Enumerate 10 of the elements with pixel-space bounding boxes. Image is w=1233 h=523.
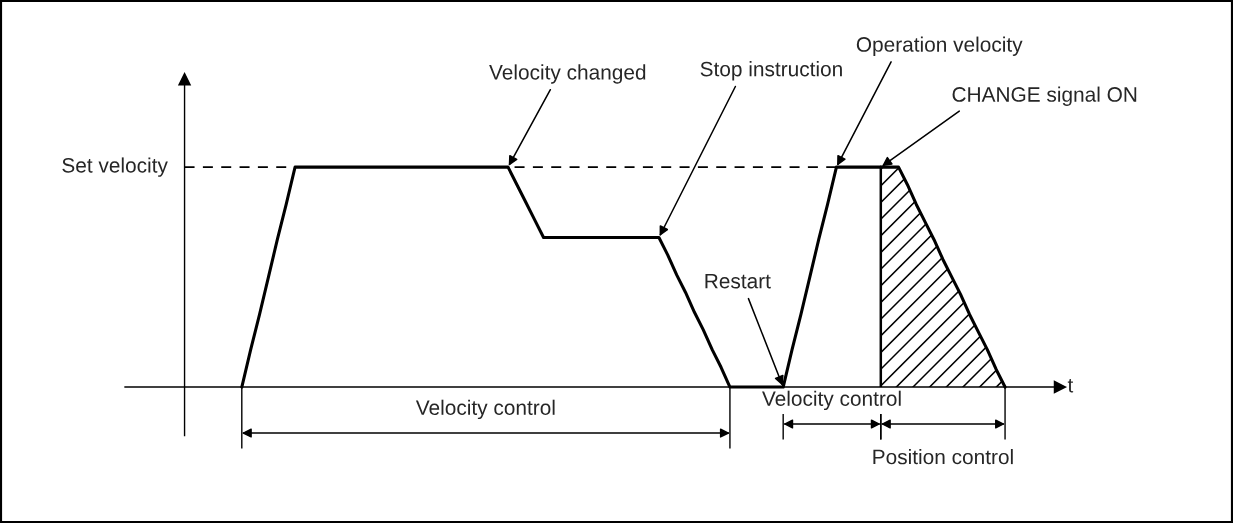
text: Velocity control — [415, 399, 555, 420]
text: Position control — [873, 449, 1013, 465]
x-axis-title: t — [1067, 378, 1074, 393]
text: Velocity control — [762, 390, 901, 411]
annotation: Restart — [705, 273, 771, 289]
text: Operation velocity — [856, 36, 1023, 56]
text: Velocity changed — [489, 64, 646, 84]
ref-line-label: Set velocity — [62, 157, 168, 177]
text: CHANGE signal ON — [952, 86, 1137, 106]
text: Stop instruction — [700, 61, 842, 81]
